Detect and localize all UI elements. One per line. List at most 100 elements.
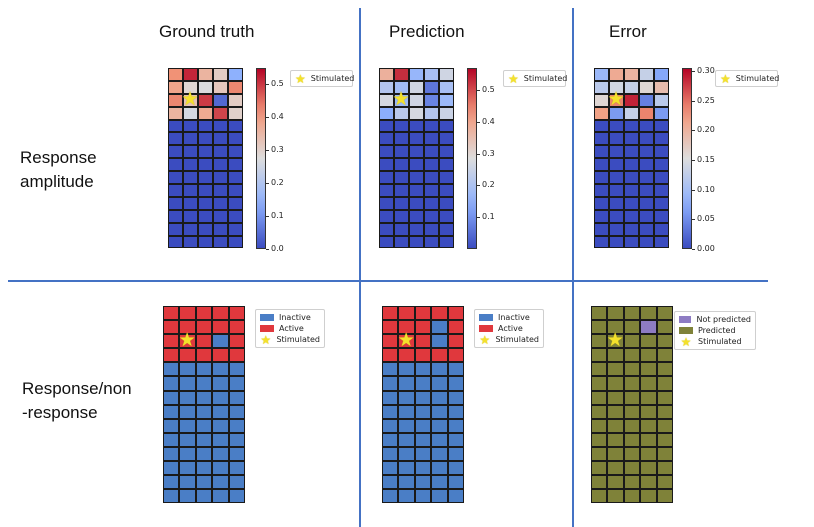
grid-cell	[212, 461, 229, 476]
grid-cell	[623, 348, 641, 363]
legend-label: Inactive	[498, 313, 530, 322]
grid-cell	[594, 68, 609, 81]
grid-cell	[163, 306, 180, 321]
grid-cell	[409, 106, 424, 120]
colorbar-tick-mark	[692, 219, 695, 220]
grid-cell	[591, 446, 608, 462]
grid-cell	[439, 132, 454, 146]
grid-cell	[382, 404, 399, 419]
grid-cell	[212, 334, 229, 349]
grid-cell	[439, 68, 454, 81]
grid-cell	[213, 171, 228, 185]
grid-cell	[623, 461, 641, 476]
stimulated-star-icon: ★	[392, 89, 410, 111]
grid-cell	[447, 334, 464, 349]
colorbar-tick-label: 0.4	[482, 117, 495, 126]
grid-cell	[163, 446, 180, 462]
grid-cell	[195, 320, 213, 335]
grid-cell	[195, 334, 213, 349]
grid-cell	[198, 119, 213, 133]
grid-cell	[623, 376, 641, 391]
grid-cell	[183, 106, 198, 120]
grid-cell	[656, 404, 673, 419]
stimulated-star-icon: ★	[397, 330, 415, 352]
legend-entry-predicted: Predicted	[679, 325, 751, 336]
grid-cell	[431, 362, 448, 377]
grid-cell	[198, 68, 213, 81]
binary-grid-prediction: ★	[382, 306, 464, 504]
grid-cell	[394, 235, 409, 249]
grid-cell	[654, 145, 669, 159]
row-label-line: Response	[20, 148, 97, 167]
legend-label: Active	[498, 324, 523, 333]
colorbar-gradient	[467, 68, 477, 249]
grid-cell	[212, 475, 229, 490]
grid-cell	[213, 119, 228, 133]
grid-cell	[382, 446, 399, 462]
active-swatch	[260, 325, 274, 332]
grid-cell	[609, 80, 624, 94]
grid-cell	[379, 171, 394, 185]
binary-grid-ground-truth: ★	[163, 306, 245, 504]
grid-cell	[623, 432, 641, 447]
grid-cell	[591, 320, 608, 335]
colorbar-gradient	[256, 68, 266, 249]
grid-cell	[195, 376, 213, 391]
grid-cell	[379, 119, 394, 133]
grid-cell	[431, 446, 448, 462]
grid-cell	[654, 80, 669, 94]
grid-cell	[379, 209, 394, 223]
grid-cell	[439, 106, 454, 120]
colorbar-tick-label: 0.05	[697, 214, 715, 223]
grid-cell	[183, 171, 198, 185]
legend-label: Stimulated	[310, 74, 355, 83]
grid-cell	[168, 145, 183, 159]
grid-cell	[439, 235, 454, 249]
grid-cell	[431, 489, 448, 504]
grid-cell	[179, 320, 196, 335]
grid-cell	[609, 93, 624, 107]
grid-cell	[609, 196, 624, 210]
grid-cell	[179, 418, 196, 433]
legend-label: Active	[279, 324, 304, 333]
grid-cell	[183, 68, 198, 81]
grid-cell	[414, 418, 432, 433]
grid-cell	[624, 171, 639, 185]
grid-cell	[398, 404, 415, 419]
stimulated-star-icon: ★	[607, 89, 625, 111]
grid-cell	[431, 475, 448, 490]
grid-cell	[379, 158, 394, 172]
grid-cell	[228, 93, 243, 107]
grid-cell	[163, 362, 180, 377]
grid-cell	[168, 93, 183, 107]
grid-cell	[624, 235, 639, 249]
grid-cell	[654, 171, 669, 185]
grid-cell	[439, 158, 454, 172]
grid-cell	[639, 106, 654, 120]
grid-cell	[639, 93, 654, 107]
grid-cell	[594, 171, 609, 185]
grid-cell	[198, 158, 213, 172]
grid-cell	[394, 184, 409, 197]
grid-cell	[198, 145, 213, 159]
colorbar-tick-mark	[266, 117, 269, 118]
grid-cell	[639, 158, 654, 172]
grid-cell	[414, 475, 432, 490]
grid-cell	[447, 390, 464, 405]
grid-cell	[168, 68, 183, 81]
legend-ground-truth-binary: Inactive Active ★ Stimulated	[255, 309, 325, 348]
grid-cell	[624, 132, 639, 146]
grid-cell	[591, 390, 608, 405]
grid-cell	[607, 489, 624, 504]
grid-cell	[228, 306, 245, 321]
grid-cell	[623, 306, 641, 321]
colorbar-tick-label: 0.4	[271, 112, 284, 121]
grid-cell	[594, 145, 609, 159]
grid-cell	[183, 209, 198, 223]
row-label-line: Response/non	[22, 379, 132, 398]
colorbar-tick-mark	[477, 90, 480, 91]
grid-cell	[212, 306, 229, 321]
grid-cell	[179, 446, 196, 462]
star-icon: ★	[260, 332, 272, 347]
colorbar-tick-mark	[692, 249, 695, 250]
